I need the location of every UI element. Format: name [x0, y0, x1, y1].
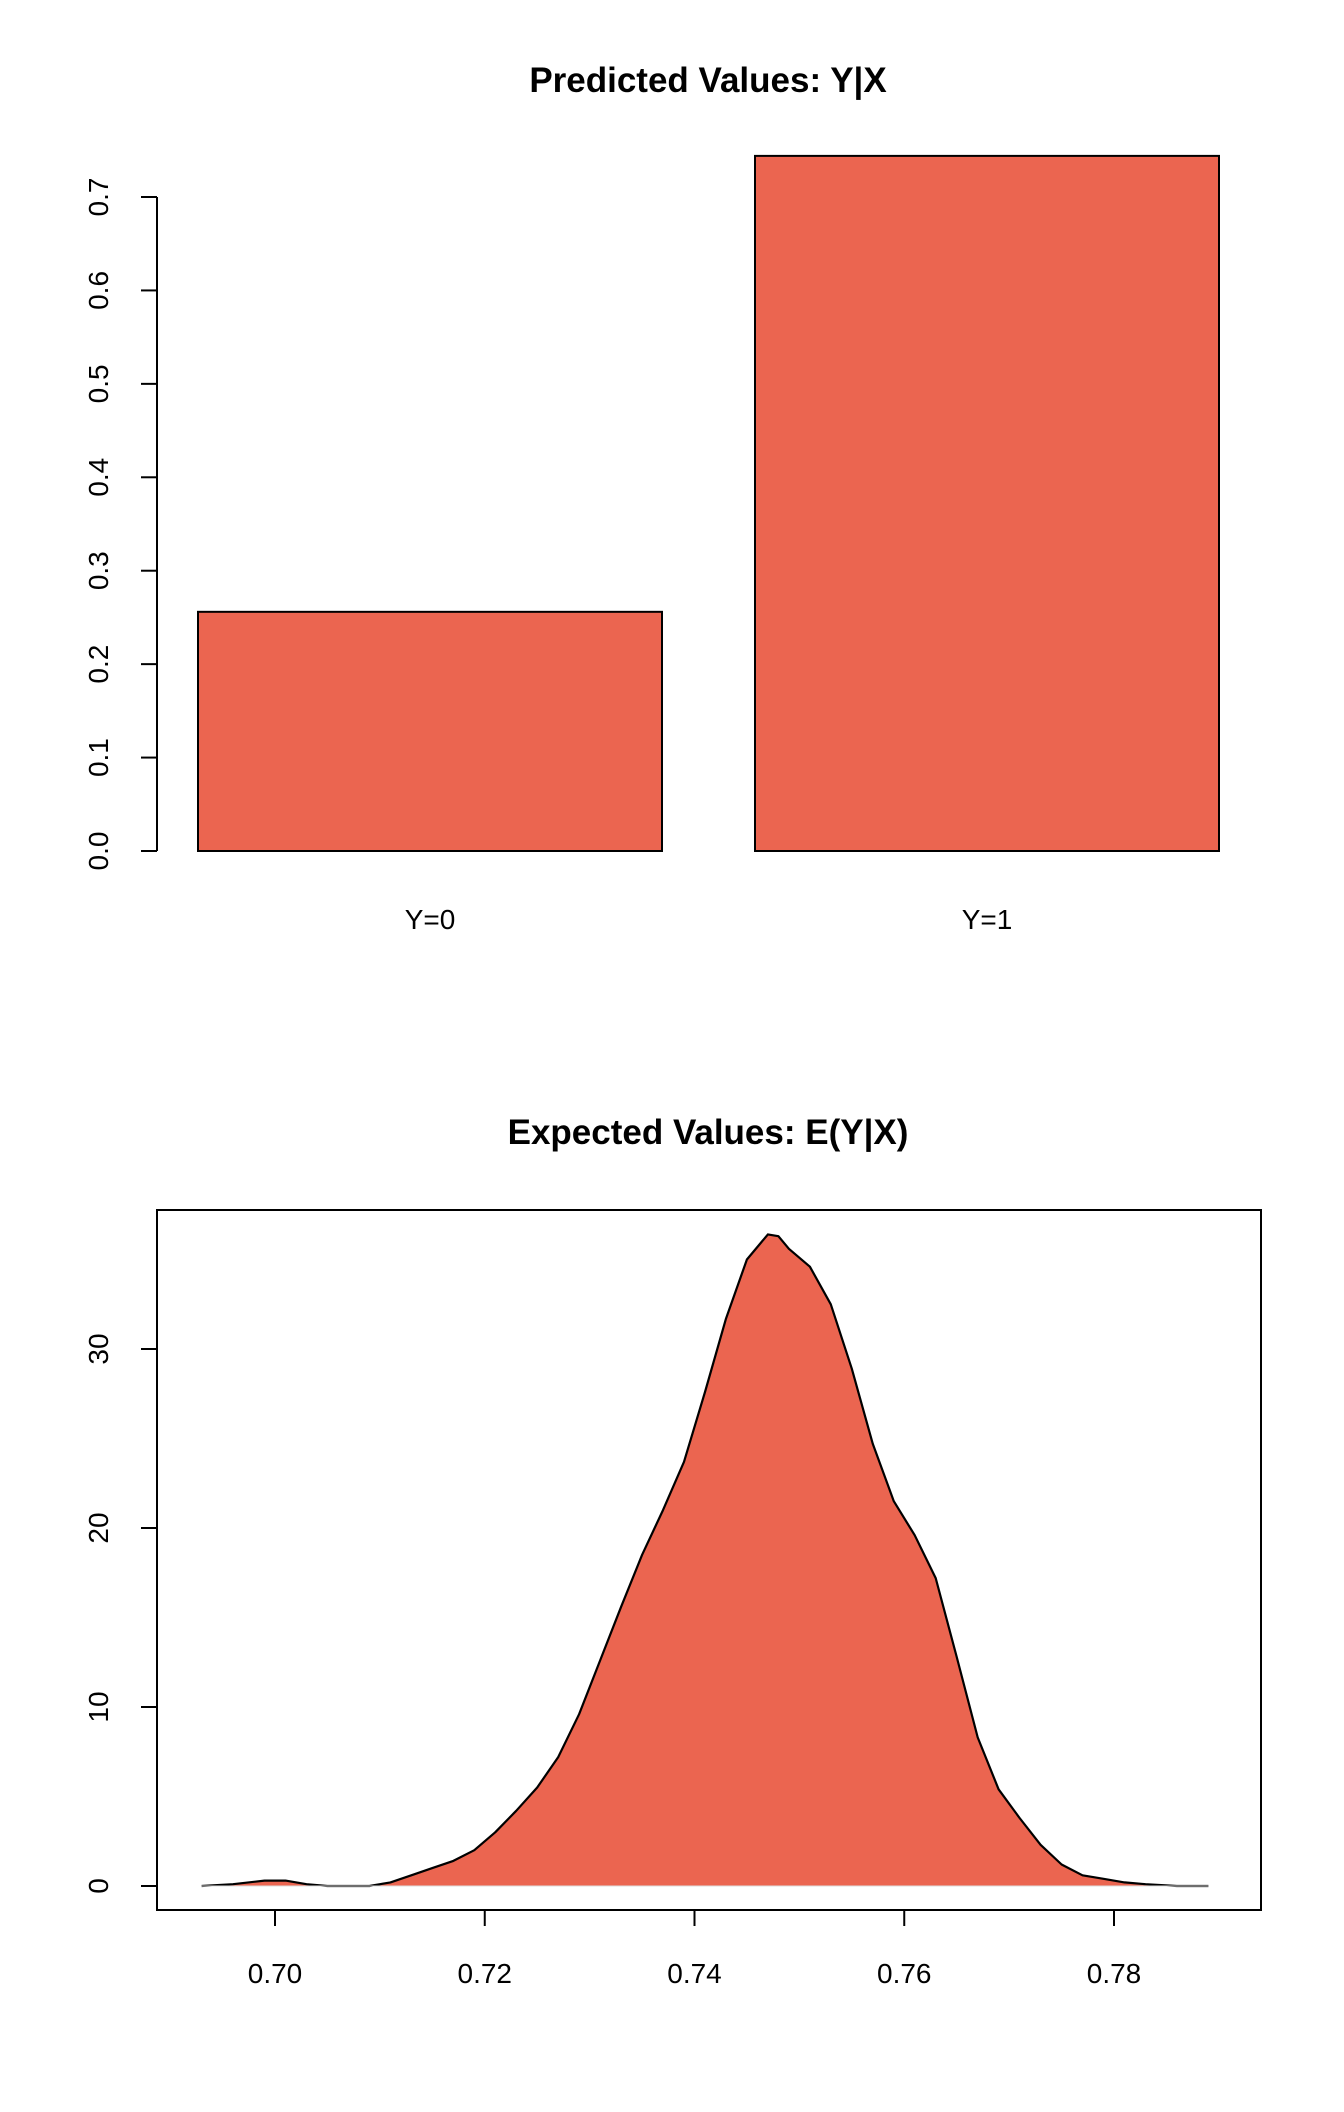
density-y-tick-label: 10 [83, 1691, 114, 1722]
density-x-tick-label: 0.72 [458, 1958, 513, 1989]
density-x-tick-label: 0.70 [248, 1958, 303, 1989]
density-x-tick-label: 0.78 [1087, 1958, 1142, 1989]
bar-y-tick-label: 0.4 [83, 458, 114, 497]
density-x-axis: 0.70 0.72 0.74 0.76 0.78 [248, 1910, 1142, 1989]
bar-x-tick-label: Y=1 [962, 904, 1013, 935]
expected-values-title: Expected Values: E(Y|X) [508, 1113, 909, 1152]
bar-x-axis-labels: Y=0 Y=1 [405, 904, 1013, 935]
bar-y-tick-label: 0.6 [83, 271, 114, 310]
bar-y-axis: 0.0 0.1 0.2 0.3 0.4 0.5 0.6 0.7 [83, 178, 158, 871]
bar-y-tick-label: 0.2 [83, 645, 114, 684]
bar-series [197, 154, 1220, 853]
bar-y-tick-label: 0.0 [83, 832, 114, 871]
bar-y-tick-label: 0.3 [83, 551, 114, 590]
bar-x-tick-label: Y=0 [405, 904, 456, 935]
bar-y-tick-label: 0.5 [83, 364, 114, 403]
bar-y-tick-label: 0.1 [83, 738, 114, 777]
density-x-tick-label: 0.74 [667, 1958, 722, 1989]
bar-y-tick-label: 0.7 [83, 178, 114, 217]
expected-values-panel: Expected Values: E(Y|X) 0.70 0.72 0.74 0.76… [83, 1113, 1262, 1989]
density-y-tick-label: 20 [83, 1512, 114, 1543]
density-y-tick-label: 0 [83, 1878, 114, 1894]
density-y-tick-label: 30 [83, 1333, 114, 1364]
bar-y-1 [754, 154, 1220, 853]
density-x-tick-label: 0.76 [877, 1958, 932, 1989]
density-plot-area [201, 1233, 1209, 1888]
density-area-fill [201, 1234, 1209, 1886]
density-plot-frame [156, 1209, 1262, 1911]
density-y-axis: 0 10 20 30 [83, 1333, 157, 1894]
bar-y-0 [197, 610, 663, 853]
predicted-values-panel: Predicted Values: Y|X 0.0 0.1 0.2 0.3 0.4 0.5… [83, 61, 1220, 935]
predicted-values-title: Predicted Values: Y|X [529, 61, 887, 100]
density-curve [201, 1233, 1209, 1888]
